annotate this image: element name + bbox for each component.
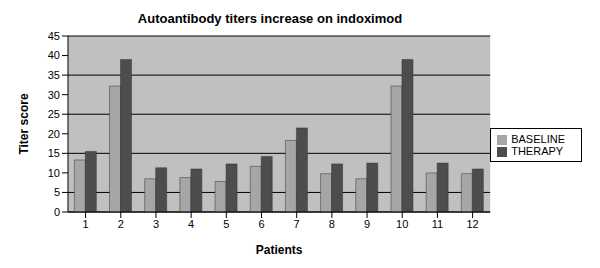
svg-text:0: 0 (54, 206, 60, 218)
html-text:Autoantibody titers increase o: Autoantibody titers increase on indoximo… (137, 11, 403, 26)
svg-text:35: 35 (48, 69, 60, 81)
svg-text:45: 45 (48, 30, 60, 42)
svg-text:25: 25 (48, 108, 60, 120)
svg-text:10: 10 (48, 167, 60, 179)
svg-text:2: 2 (118, 218, 124, 230)
svg-text:7: 7 (294, 218, 300, 230)
html-text:THERAPY: THERAPY (511, 145, 564, 157)
svg-text:5: 5 (223, 218, 229, 230)
svg-text:20: 20 (48, 128, 60, 140)
svg-text:9: 9 (364, 218, 370, 230)
svg-text:8: 8 (329, 218, 335, 230)
svg-text:1: 1 (83, 218, 89, 230)
svg-text:11: 11 (432, 218, 443, 230)
svg-text:30: 30 (48, 89, 60, 101)
html-text:BASELINE: BASELINE (511, 132, 565, 145)
svg-text:40: 40 (48, 49, 60, 61)
svg-text:10: 10 (396, 218, 408, 230)
svg-text:Titer score: Titer score (17, 93, 31, 154)
svg-text:12: 12 (466, 218, 478, 230)
svg-text:15: 15 (48, 147, 60, 159)
svg-text:6: 6 (258, 218, 264, 230)
svg-text:4: 4 (188, 218, 194, 230)
svg-text:Patients: Patients (256, 243, 303, 257)
svg-text:3: 3 (153, 218, 159, 230)
svg-text:5: 5 (54, 186, 60, 198)
